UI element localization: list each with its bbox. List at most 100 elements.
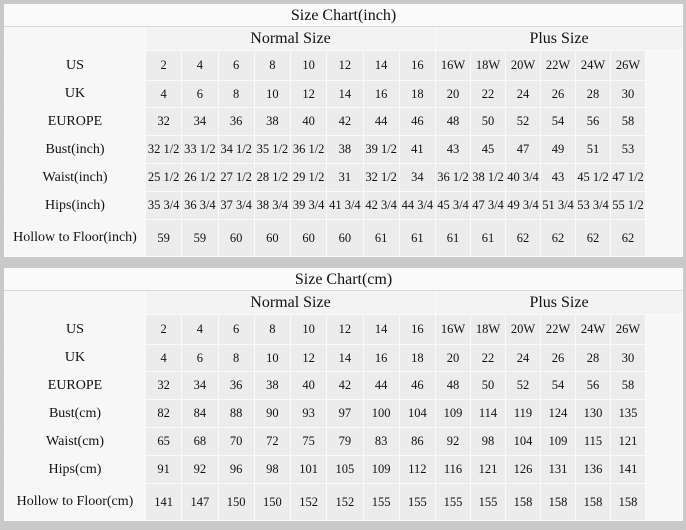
row-label: US bbox=[4, 50, 146, 81]
size-cell: 109 bbox=[362, 455, 400, 484]
size-cell: 45 bbox=[470, 135, 506, 164]
size-cell: 4 bbox=[181, 314, 219, 345]
size-cell: 141 bbox=[610, 455, 646, 484]
size-cell: 52 bbox=[505, 371, 541, 400]
size-cell: 92 bbox=[181, 455, 219, 484]
size-cell: 59 bbox=[181, 219, 219, 257]
size-cell: 33 1/2 bbox=[181, 135, 219, 164]
size-cell: 150 bbox=[253, 483, 292, 521]
size-cell: 38 bbox=[253, 107, 292, 136]
size-cell: 45 1/2 bbox=[575, 163, 611, 192]
size-cell: 93 bbox=[289, 399, 328, 428]
size-cell: 26 bbox=[540, 80, 576, 108]
size-cell: 121 bbox=[470, 455, 506, 484]
size-cell: 12 bbox=[326, 314, 364, 345]
normal-size-header: Normal Size bbox=[145, 290, 436, 315]
size-cell: 2 bbox=[144, 50, 183, 81]
size-cell: 141 bbox=[144, 483, 183, 521]
size-cell: 104 bbox=[398, 399, 437, 428]
size-cell: 62 bbox=[610, 219, 646, 257]
size-cell: 100 bbox=[362, 399, 400, 428]
table-row: Waist(cm) 65 68 70 72 75 79 83 86 92 98 104 109 115 12… bbox=[4, 427, 684, 456]
plus-size-header: Plus Size bbox=[434, 26, 684, 51]
size-cell: 10 bbox=[253, 344, 292, 372]
size-cell: 4 bbox=[144, 344, 183, 372]
size-cell: 18W bbox=[470, 314, 506, 345]
size-cell: 35 3/4 bbox=[144, 191, 183, 220]
size-cell: 114 bbox=[470, 399, 506, 428]
size-cell: 105 bbox=[326, 455, 364, 484]
size-cell: 27 1/2 bbox=[217, 163, 255, 192]
size-cell: 62 bbox=[575, 219, 611, 257]
size-cell: 24 bbox=[505, 344, 541, 372]
size-cell: 70 bbox=[217, 427, 255, 456]
size-cell: 42 bbox=[326, 107, 364, 136]
size-cell: 8 bbox=[217, 80, 255, 108]
size-cell: 14 bbox=[326, 80, 364, 108]
size-cell: 24W bbox=[575, 314, 611, 345]
size-cell: 32 bbox=[144, 107, 183, 136]
size-cell: 47 bbox=[505, 135, 541, 164]
size-cell: 49 bbox=[540, 135, 576, 164]
size-cell: 22 bbox=[470, 344, 506, 372]
size-cell: 101 bbox=[289, 455, 328, 484]
size-cell: 36 1/2 bbox=[289, 135, 328, 164]
size-cell: 135 bbox=[610, 399, 646, 428]
size-cell: 6 bbox=[217, 314, 255, 345]
size-cell: 96 bbox=[217, 455, 255, 484]
size-cell: 16 bbox=[362, 344, 400, 372]
size-cell: 72 bbox=[253, 427, 292, 456]
size-cell: 24W bbox=[575, 50, 611, 81]
size-cell: 54 bbox=[540, 371, 576, 400]
size-cell: 16 bbox=[398, 314, 437, 345]
size-cell: 40 bbox=[289, 107, 328, 136]
size-cell: 28 bbox=[575, 344, 611, 372]
size-cell: 84 bbox=[181, 399, 219, 428]
size-cell: 26 1/2 bbox=[181, 163, 219, 192]
row-label: Hips(inch) bbox=[4, 191, 146, 220]
size-cell: 155 bbox=[435, 483, 471, 521]
size-cell: 18W bbox=[470, 50, 506, 81]
size-cell: 10 bbox=[253, 80, 292, 108]
size-cell: 50 bbox=[470, 371, 506, 400]
size-cell: 44 bbox=[362, 107, 400, 136]
empty-cell bbox=[644, 344, 684, 372]
row-label: Waist(cm) bbox=[4, 427, 146, 456]
size-cell: 158 bbox=[540, 483, 576, 521]
size-cell: 32 1/2 bbox=[144, 135, 183, 164]
size-cell: 16 bbox=[362, 80, 400, 108]
table-row: Hips(cm) 91 92 96 98 101 105 109 112 116 121 126 131… bbox=[4, 455, 684, 484]
empty-cell bbox=[644, 135, 684, 164]
empty-cell bbox=[644, 314, 684, 345]
row-label: Hollow to Floor(cm) bbox=[4, 483, 146, 521]
size-cell: 16W bbox=[435, 314, 471, 345]
empty-cell bbox=[644, 399, 684, 428]
empty-cell bbox=[644, 163, 684, 192]
size-cell: 34 bbox=[398, 163, 437, 192]
size-cell: 20W bbox=[505, 314, 541, 345]
size-cell: 51 bbox=[575, 135, 611, 164]
table-row: UK 4 6 8 10 12 14 16 18 20 22 24 26 28 30 bbox=[4, 344, 684, 372]
size-cell: 6 bbox=[217, 50, 255, 81]
size-chart-inch: Size Chart(inch) Normal Size Plus Size US 2 4… bbox=[3, 4, 684, 257]
table-row: Hollow to Floor(cm) 141 147 150 150 152 152 155… bbox=[4, 483, 684, 521]
size-cell: 109 bbox=[435, 399, 471, 428]
size-cell: 98 bbox=[253, 455, 292, 484]
size-cell: 38 3/4 bbox=[253, 191, 292, 220]
size-cell: 8 bbox=[217, 344, 255, 372]
empty-cell bbox=[644, 427, 684, 456]
row-label: Waist(inch) bbox=[4, 163, 146, 192]
size-cell: 34 1/2 bbox=[217, 135, 255, 164]
size-cell: 28 bbox=[575, 80, 611, 108]
row-label: UK bbox=[4, 344, 146, 372]
size-cell: 4 bbox=[144, 80, 183, 108]
size-cell: 58 bbox=[610, 371, 646, 400]
size-cell: 136 bbox=[575, 455, 611, 484]
size-cell: 116 bbox=[435, 455, 471, 484]
size-cell: 12 bbox=[289, 80, 328, 108]
size-cell: 48 bbox=[435, 371, 471, 400]
size-cell: 10 bbox=[289, 314, 328, 345]
size-cell: 26 bbox=[540, 344, 576, 372]
size-cell: 18 bbox=[398, 80, 437, 108]
empty-cell bbox=[644, 107, 684, 136]
